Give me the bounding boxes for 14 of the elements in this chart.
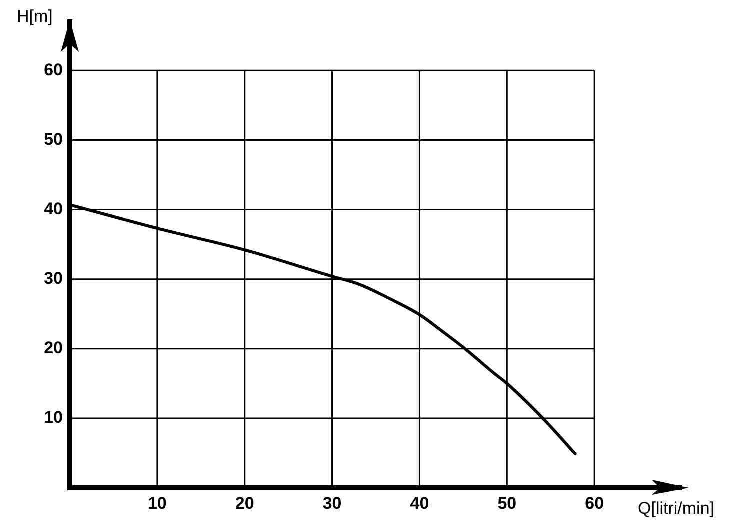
- y-tick-label: 20: [44, 338, 63, 358]
- y-tick-label: 50: [44, 130, 63, 149]
- x-tick-label: 60: [585, 494, 604, 513]
- y-tick-label: 10: [44, 408, 63, 428]
- x-tick-label: 10: [148, 494, 167, 513]
- x-tick-label: 40: [410, 494, 430, 513]
- x-tick-label: 20: [235, 494, 254, 513]
- y-axis-title: H[m]: [17, 7, 53, 27]
- x-tick-label: 30: [322, 494, 342, 513]
- x-tick-label: 50: [498, 494, 517, 513]
- y-tick-label: 60: [44, 60, 63, 80]
- y-tick-label: 40: [44, 199, 63, 218]
- x-axis-title: Q[litri/min]: [638, 499, 714, 519]
- y-tick-label: 30: [44, 269, 63, 288]
